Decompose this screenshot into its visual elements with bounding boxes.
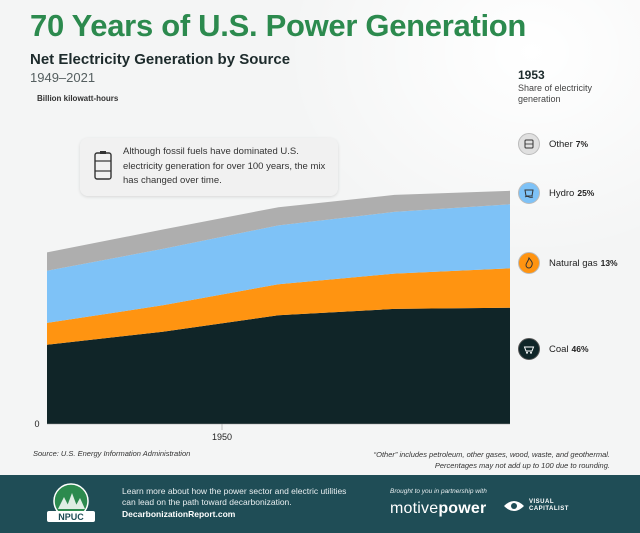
visual-capitalist-mark-icon: [504, 501, 524, 511]
footer-link[interactable]: DecarbonizationReport.com: [122, 509, 236, 519]
footnote: “Other” includes petroleum, other gases,…: [310, 449, 610, 471]
fuel-barrel-icon: [94, 151, 112, 180]
partner-label: Brought to you in partnership with: [390, 488, 487, 495]
vc-text-line2: CAPITALIST: [529, 506, 569, 512]
npuc-logo: NPUC: [47, 483, 95, 522]
legend-label-natural-gas: Natural gas: [549, 257, 598, 269]
legend-pct-other: 7%: [575, 139, 589, 149]
legend-item-hydro: Hydro 25%: [518, 182, 594, 204]
footer-text: Learn more about how the power sector an…: [122, 486, 347, 507]
year-range: 1949–2021: [30, 70, 96, 85]
npuc-logo-text: NPUC: [58, 512, 84, 522]
share-year: 1953: [518, 68, 545, 82]
x-tick-label-1950: 1950: [212, 432, 232, 442]
motivepower-logo: motivepower: [390, 500, 486, 518]
y-axis-label: Billion kilowatt-hours: [37, 94, 119, 103]
legend-item-natural-gas: Natural gas 13%: [518, 252, 618, 274]
motivepower-logo-power: power: [438, 500, 487, 517]
legend-label-coal: Coal: [549, 343, 569, 355]
area-chart: 1950 0: [34, 190, 510, 442]
area-natural-gas: [47, 268, 510, 345]
source-text: Source: U.S. Energy Information Administ…: [33, 449, 191, 458]
share-label: Share of electricity generation: [518, 83, 593, 104]
barrel-icon: [518, 133, 540, 155]
legend-label-hydro: Hydro: [549, 187, 575, 199]
dam-icon: [518, 182, 540, 204]
motivepower-logo-motive: motive: [390, 500, 439, 517]
y-tick-label-0: 0: [34, 419, 39, 429]
legend-item-coal: Coal 46%: [518, 338, 589, 360]
coal-cart-icon: [518, 338, 540, 360]
callout-box: Although fossil fuels have dominated U.S…: [80, 138, 338, 196]
legend-item-other: Other 7%: [518, 133, 588, 155]
area-other: [47, 190, 510, 271]
footnote-line-2: Percentages may not add up to 100 due to…: [434, 461, 610, 470]
vc-text-line1: VISUAL: [529, 499, 555, 505]
area-hydro: [47, 204, 510, 323]
flame-icon: [518, 252, 540, 274]
legend-pct-natural-gas: 13%: [600, 258, 618, 268]
legend-pct-hydro: 25%: [577, 188, 595, 198]
chart-subtitle: Net Electricity Generation by Source: [30, 51, 291, 68]
legend-label-other: Other: [549, 138, 573, 150]
legend-pct-coal: 46%: [571, 344, 589, 354]
area-coal: [47, 307, 510, 424]
area-layers: [47, 190, 510, 424]
page-title: 70 Years of U.S. Power Generation: [30, 8, 527, 43]
footnote-line-1: “Other” includes petroleum, other gases,…: [373, 450, 610, 459]
footer-banner: NPUC Learn more about how the power sect…: [0, 475, 640, 533]
callout-text: Although fossil fuels have dominated U.S…: [123, 146, 326, 186]
visual-capitalist-logo: VISUAL CAPITALIST: [503, 498, 569, 514]
